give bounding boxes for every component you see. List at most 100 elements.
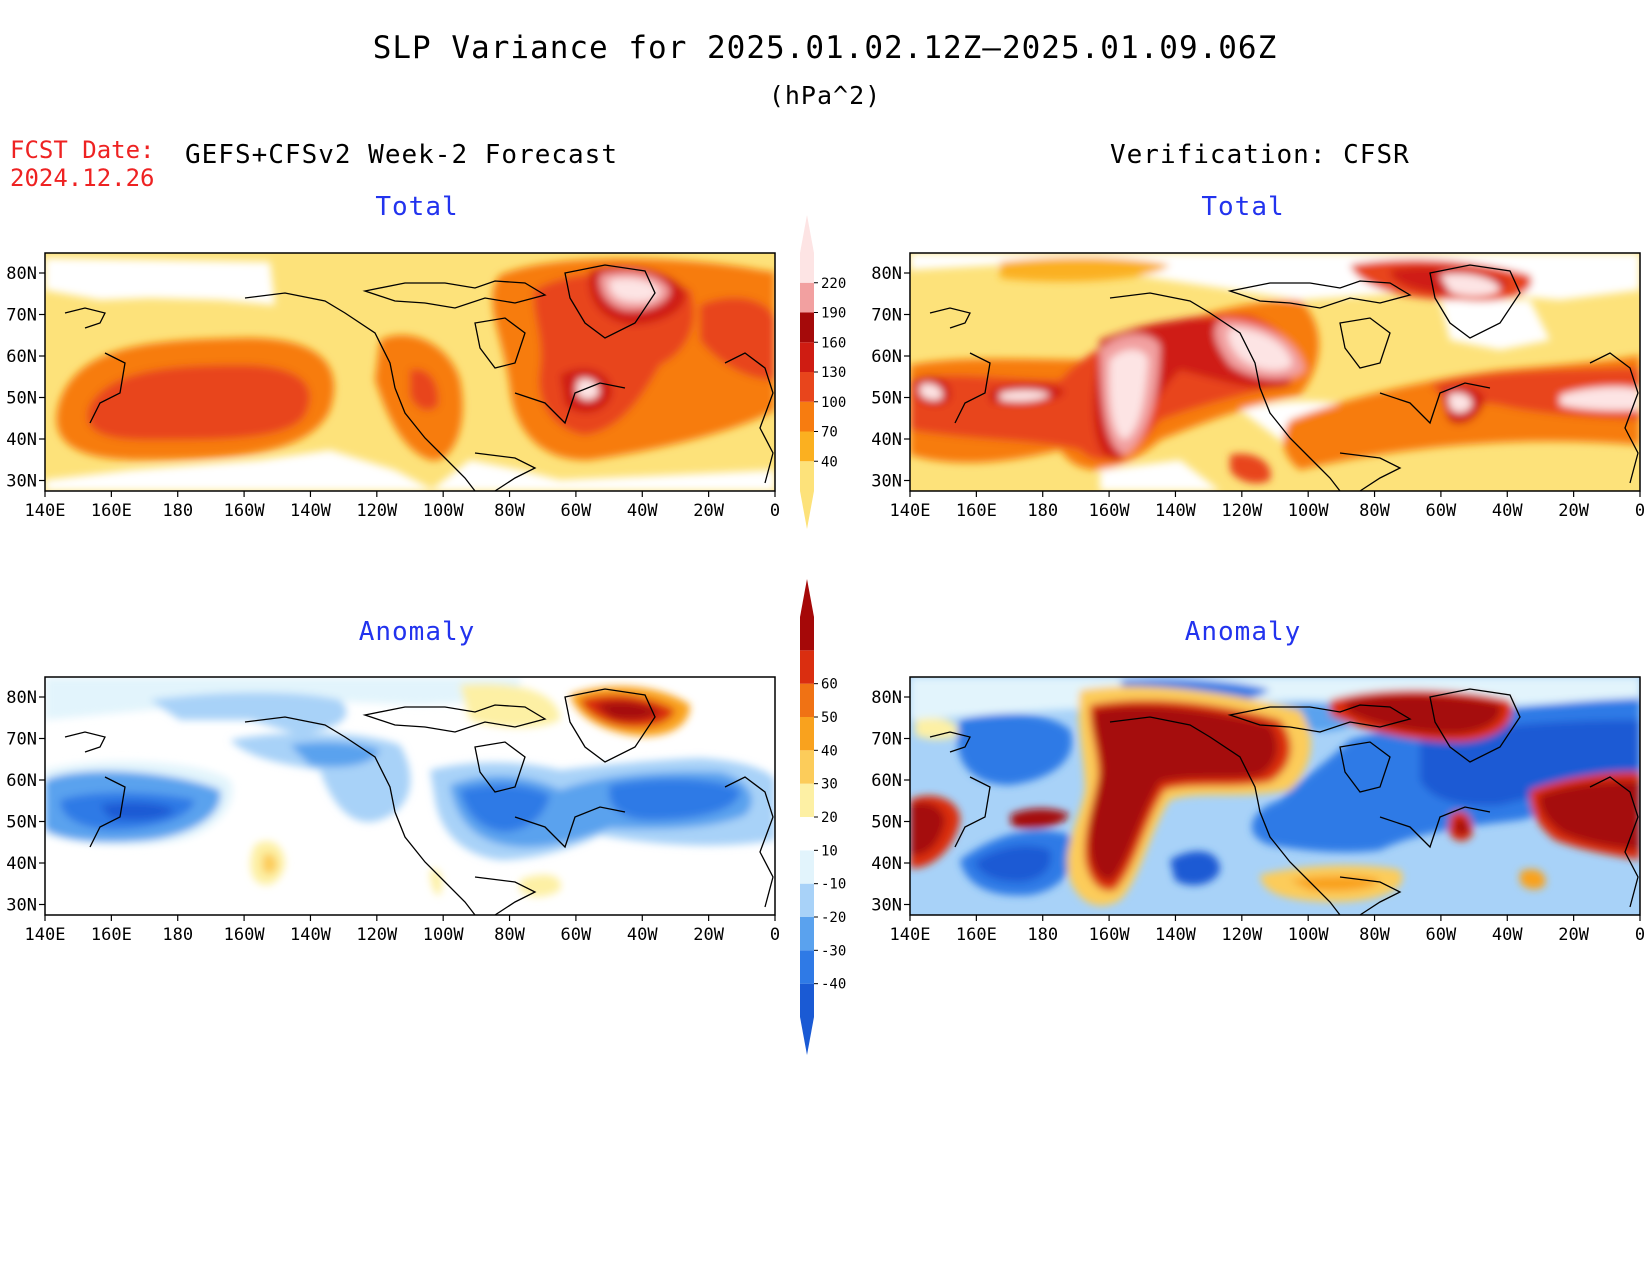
panel-title-forecast-anomaly: Anomaly (358, 617, 476, 647)
coastline-path (64, 307, 106, 329)
coastline-path (514, 382, 626, 425)
lon-tick-label: 80W (1359, 501, 1390, 521)
lat-tick-label: 40N (871, 430, 902, 450)
coastline-path (474, 876, 537, 916)
lat-tick-label: 60N (871, 771, 902, 791)
coastline-path (89, 352, 126, 424)
colorbar-segment (800, 783, 814, 817)
lat-tick-label: 60N (871, 347, 902, 367)
lon-tick-label: 0 (770, 501, 780, 521)
coastline-path (1589, 352, 1639, 484)
fcst-date-label: FCST Date: (10, 136, 155, 164)
lon-tick-label: 0 (770, 925, 780, 945)
colorbar-segment (800, 983, 814, 1017)
panel-title-verification-anomaly: Anomaly (1184, 617, 1302, 647)
coastline-path (474, 741, 526, 793)
colorbar-segment (800, 312, 814, 343)
colorbar-segment (800, 883, 814, 917)
coastline-path (244, 292, 396, 389)
colorbar-segment (800, 817, 814, 851)
colorbar-segment (800, 253, 814, 283)
colorbar-level-label: -40 (821, 977, 846, 993)
lon-tick-label: 60W (561, 501, 592, 521)
colorbar-segment (800, 372, 814, 402)
lon-tick-label: 160W (224, 501, 266, 521)
lon-tick-label: 40W (1492, 925, 1523, 945)
lon-tick-label: 140W (290, 925, 332, 945)
colorbar-level-label: 50 (821, 710, 838, 726)
lon-tick-label: 60W (1426, 501, 1457, 521)
colorbar-segment (800, 431, 814, 462)
lat-tick-label: 40N (6, 430, 37, 450)
lat-tick-label: 60N (6, 771, 37, 791)
coastline-path (564, 688, 656, 763)
coastlines (64, 264, 1639, 916)
lat-tick-label: 30N (871, 472, 902, 492)
coastline-path (1109, 292, 1261, 389)
lon-tick-label: 140W (290, 501, 332, 521)
lon-tick-label: 160W (1089, 925, 1131, 945)
lat-tick-label: 50N (6, 389, 37, 409)
colorbar-level-label: 60 (821, 677, 838, 693)
lat-tick-label: 70N (871, 730, 902, 750)
lat-tick-label: 40N (871, 854, 902, 874)
lon-tick-label: 140W (1155, 501, 1197, 521)
coastline-forecast-anomaly (64, 688, 774, 916)
lon-tick-label: 20W (693, 501, 724, 521)
colorbar-level-label: 40 (821, 454, 838, 470)
lon-tick-label: 120W (356, 925, 398, 945)
lat-tick-label: 80N (6, 264, 37, 284)
lat-tick-label: 30N (871, 896, 902, 916)
colorbar-level-label: 20 (821, 810, 838, 826)
lat-tick-label: 50N (6, 813, 37, 833)
forecast-total-field (45, 253, 775, 491)
lat-tick-label: 70N (6, 730, 37, 750)
lon-tick-label: 180 (1027, 925, 1058, 945)
coastline-path (564, 264, 656, 339)
colorbar-segment (800, 717, 814, 751)
panel-title-verification-total: Total (1201, 192, 1285, 222)
colorbar-segment (800, 683, 814, 717)
coastline-path (1379, 382, 1491, 425)
colorbar-segment (800, 461, 814, 491)
colorbar-segment (800, 850, 814, 884)
lon-tick-label: 140W (1155, 925, 1197, 945)
lon-tick-label: 160E (956, 925, 997, 945)
coastline-path (474, 317, 526, 369)
lon-tick-label: 160W (224, 925, 266, 945)
fcst-date-value: 2024.12.26 (10, 164, 155, 192)
lat-tick-label: 80N (6, 688, 37, 708)
coastline-path (954, 352, 991, 424)
lon-tick-label: 180 (162, 925, 193, 945)
lon-tick-label: 20W (693, 925, 724, 945)
colorbar-level-label: -30 (821, 943, 846, 959)
colorbar-segment (800, 342, 814, 372)
coastline-path (244, 716, 396, 813)
lon-tick-label: 60W (561, 925, 592, 945)
colorbar-top-arrow (800, 579, 814, 617)
coastline-path (394, 811, 476, 916)
coastline-path (1429, 688, 1521, 763)
coastline-path (1339, 317, 1391, 369)
lon-tick-label: 160E (91, 501, 132, 521)
coastline-path (89, 776, 126, 848)
lat-tick-label: 50N (871, 813, 902, 833)
lon-tick-label: 40W (627, 925, 658, 945)
lon-tick-label: 40W (627, 501, 658, 521)
verification-total-field (910, 253, 1640, 491)
verification-anomaly-field (910, 677, 1640, 915)
lon-tick-label: 120W (356, 501, 398, 521)
colorbar-top-arrow (800, 215, 814, 253)
coastline-path (1227, 704, 1412, 733)
lat-tick-label: 80N (871, 264, 902, 284)
coastline-path (724, 352, 774, 484)
lon-tick-label: 140E (25, 925, 66, 945)
coastline-path (929, 731, 971, 753)
units-label: (hPa^2) (768, 81, 882, 110)
lon-tick-label: 100W (423, 501, 465, 521)
coastline-path (64, 731, 106, 753)
lon-tick-label: 180 (1027, 501, 1058, 521)
colorbar-level-label: 10 (821, 843, 838, 859)
colorbar-level-label: 30 (821, 777, 838, 793)
coastline-path (1109, 716, 1261, 813)
